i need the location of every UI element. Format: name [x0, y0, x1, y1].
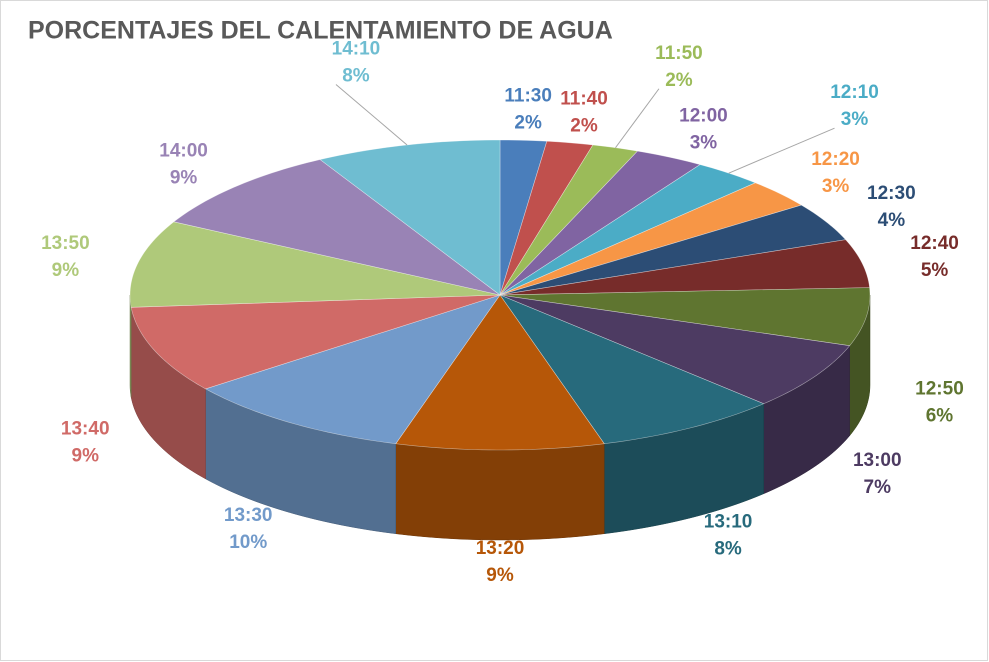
data-label-value: 3% — [822, 176, 850, 197]
data-label-name: 14:00 — [159, 141, 208, 162]
data-label-value: 3% — [690, 133, 718, 154]
leader-line — [728, 127, 835, 174]
pie-slice — [499, 287, 871, 347]
data-label-value: 8% — [342, 65, 370, 86]
data-label-value: 4% — [878, 210, 906, 231]
pie-slice — [499, 204, 847, 296]
leader-line — [335, 84, 408, 146]
data-label-name: 12:40 — [910, 233, 959, 254]
pie-slice — [129, 221, 501, 308]
data-label-name: 11:50 — [655, 43, 703, 64]
data-label-name: 12:10 — [830, 82, 879, 103]
pie-slice — [499, 150, 701, 296]
data-label-value: 2% — [665, 70, 693, 91]
pie-slice — [499, 294, 765, 445]
data-label-name: 12:20 — [811, 149, 860, 170]
data-label-name: 12:50 — [915, 378, 964, 399]
leader-line — [615, 88, 660, 149]
data-label-name: 11:30 — [504, 85, 552, 106]
pie-slice — [499, 144, 639, 296]
data-label-name: 13:00 — [853, 450, 902, 471]
data-label-value: 6% — [926, 405, 954, 426]
pie-slice — [499, 239, 870, 296]
data-label-name: 13:40 — [61, 418, 110, 439]
data-label-value: 9% — [486, 565, 514, 586]
slice-side — [395, 443, 605, 541]
data-label-value: 9% — [72, 445, 100, 466]
data-label-name: 13:20 — [476, 538, 525, 559]
data-label-name: 13:30 — [224, 505, 273, 526]
data-label-name: 13:50 — [41, 233, 90, 254]
pie-slice — [395, 294, 605, 451]
data-label-name: 11:40 — [560, 88, 608, 109]
data-label-value: 9% — [170, 168, 198, 189]
pie-slice — [499, 182, 803, 296]
pie-slice — [499, 294, 851, 405]
data-label-value: 9% — [52, 260, 80, 281]
data-label-value: 5% — [921, 260, 949, 281]
data-label-value: 10% — [229, 532, 267, 553]
data-label-name: 12:30 — [867, 183, 916, 204]
data-label-name: 12:00 — [679, 106, 728, 127]
chart-title: PORCENTAJES DEL CALENTAMIENTO DE AGUA — [28, 17, 613, 45]
pie-slice — [204, 294, 501, 445]
data-label-value: 8% — [714, 539, 742, 560]
pie-slice — [173, 159, 501, 296]
pie-slice — [499, 140, 594, 296]
slice-side — [129, 294, 132, 398]
data-label-value: 2% — [570, 115, 598, 136]
data-label-value: 3% — [841, 109, 869, 130]
pie-slice — [130, 294, 501, 390]
data-label-name: 14:10 — [332, 38, 381, 59]
data-label-name: 13:10 — [704, 512, 753, 533]
data-label-value: 2% — [514, 112, 542, 133]
data-label-value: 7% — [864, 477, 892, 498]
